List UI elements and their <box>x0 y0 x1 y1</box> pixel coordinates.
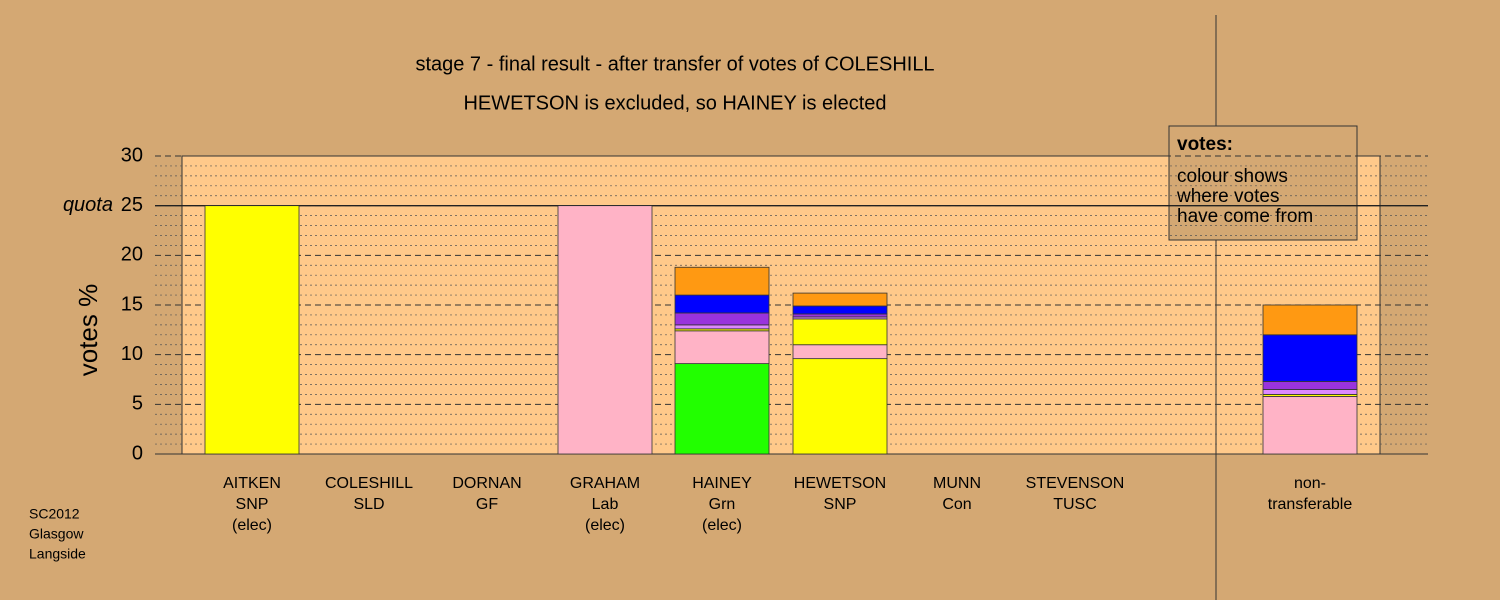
x-tick-label: AITKEN <box>223 475 281 492</box>
bar-segment <box>792 292 888 307</box>
x-tick-label: SLD <box>353 496 384 513</box>
bar-segment <box>792 305 888 315</box>
bar-segment <box>1262 381 1358 390</box>
bar-segment <box>674 312 770 326</box>
x-tick-label: COLESHILL <box>325 475 413 492</box>
y-tick-label: 15 <box>121 293 143 315</box>
x-tick-label: transferable <box>1268 496 1353 513</box>
y-tick-label: 10 <box>121 343 143 365</box>
legend-text: where votes <box>1176 186 1279 207</box>
y-tick-label: 30 <box>121 144 143 166</box>
chart-title: stage 7 - final result - after transfer … <box>415 53 934 75</box>
bar-segment <box>1262 304 1358 336</box>
x-tick-label: Grn <box>709 496 736 513</box>
y-tick-label: 20 <box>121 244 143 266</box>
quota-label: quota <box>63 194 113 216</box>
x-tick-label: (elec) <box>702 517 742 534</box>
y-tick-label: 5 <box>132 393 143 415</box>
legend: votes: <box>1168 125 1358 241</box>
footnote: Langside <box>29 546 86 562</box>
x-tick-label: HEWETSON <box>794 475 886 492</box>
bar-segment <box>1262 389 1358 395</box>
legend-text: colour shows <box>1177 166 1288 187</box>
x-tick-label: Con <box>942 496 971 513</box>
y-axis-label: votes % <box>73 284 103 377</box>
footnote: SC2012 <box>29 506 80 522</box>
bar-segment <box>674 363 770 455</box>
x-tick-label: (elec) <box>232 517 272 534</box>
legend-box <box>1168 125 1358 241</box>
bar-segment <box>792 344 888 360</box>
chart-subtitle: HEWETSON is excluded, so HAINEY is elect… <box>463 92 886 114</box>
x-tick-label: Lab <box>592 496 619 513</box>
x-tick-label: DORNAN <box>452 475 521 492</box>
x-tick-label: MUNN <box>933 475 981 492</box>
bar-segment <box>674 330 770 365</box>
x-tick-label: TUSC <box>1053 496 1097 513</box>
bar-segment <box>674 324 770 330</box>
x-tick-label: SNP <box>236 496 269 513</box>
y-tick-label: 0 <box>132 442 143 464</box>
bar-segment <box>204 205 300 455</box>
y-tick-label: 25 <box>121 194 143 216</box>
x-tick-label: SNP <box>824 496 857 513</box>
bar-segment <box>1262 334 1358 382</box>
footnote: Glasgow <box>29 526 84 542</box>
bar-segment <box>674 266 770 296</box>
bar-segment <box>1262 395 1358 455</box>
x-tick-label: non- <box>1294 475 1326 492</box>
legend-title: votes: <box>1177 134 1233 155</box>
bar-segment <box>792 358 888 455</box>
legend-text: have come from <box>1177 206 1313 227</box>
x-tick-label: GRAHAM <box>570 475 640 492</box>
x-tick-label: STEVENSON <box>1026 475 1125 492</box>
bar-segment <box>557 205 653 455</box>
bar-segment <box>674 294 770 314</box>
bar-segment <box>792 313 888 318</box>
x-tick-label: HAINEY <box>692 475 752 492</box>
x-tick-label: (elec) <box>585 517 625 534</box>
bar-segment <box>792 318 888 346</box>
x-tick-label: GF <box>476 496 498 513</box>
